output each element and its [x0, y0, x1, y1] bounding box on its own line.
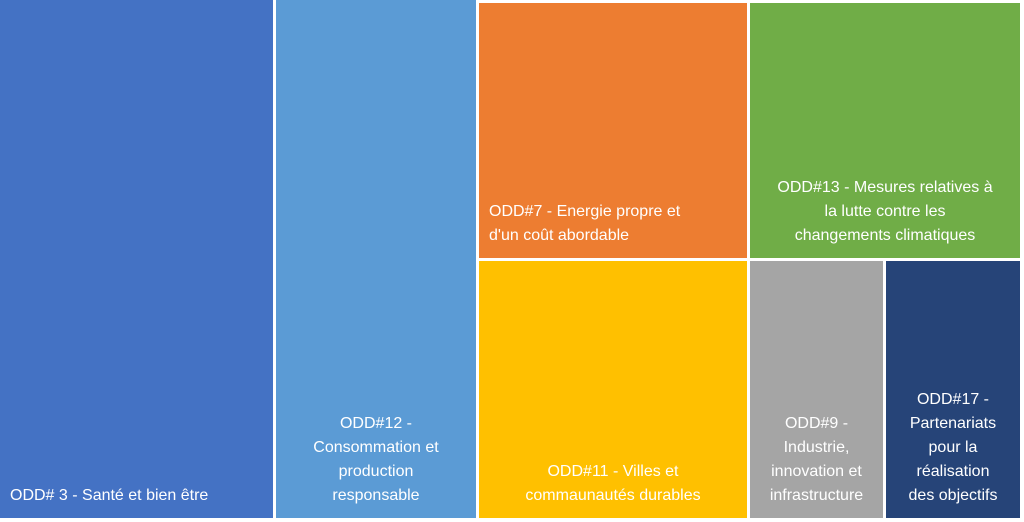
tile-odd3: ODD# 3 - Santé et bien être	[0, 0, 273, 518]
label-odd3: ODD# 3 - Santé et bien être	[10, 487, 209, 504]
tile-odd11: ODD#11 - Villes et commaunautés durables	[479, 261, 747, 518]
label-odd7: ODD#7 - Energie propre et d'un coût abor…	[489, 203, 681, 244]
label-odd11: ODD#11 - Villes et commaunautés durables	[525, 463, 701, 504]
tile-odd17: ODD#17 - Partenariats pour la réalisatio…	[886, 261, 1020, 518]
tile-odd13: ODD#13 - Mesures relatives à la lutte co…	[750, 3, 1020, 258]
tile-odd7: ODD#7 - Energie propre et d'un coût abor…	[479, 3, 747, 258]
tile-odd9: ODD#9 - Industrie, innovation et infrast…	[750, 261, 883, 518]
label-odd17: ODD#17 - Partenariats pour la réalisatio…	[908, 391, 998, 504]
label-odd12: ODD#12 - Consommation et production resp…	[313, 415, 439, 504]
label-odd13: ODD#13 - Mesures relatives à la lutte co…	[777, 179, 993, 244]
tile-odd12: ODD#12 - Consommation et production resp…	[276, 0, 476, 518]
label-odd9: ODD#9 - Industrie, innovation et infrast…	[769, 415, 864, 504]
